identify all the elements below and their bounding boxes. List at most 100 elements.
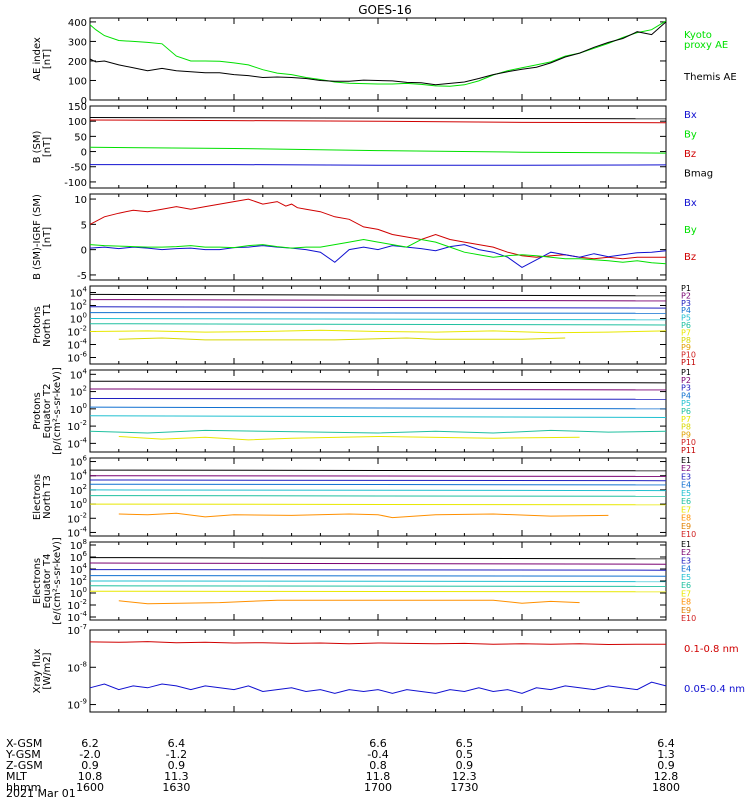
panel-xray: 10-7 10-8 10-9 Xray flux [W/m2] 0.1-0.8 nm 0.0… [32,623,745,713]
legend-entry: E7 [681,589,691,598]
ephemeris-value: 1630 [162,781,190,794]
y-tick-exponent: 0 [83,402,87,410]
legend-entry: E3 [681,472,691,481]
series-e2 [89,562,667,565]
y-tick-label: 100 [70,402,87,416]
series-bmag [89,117,667,120]
ephemeris-value: 6.4 [168,737,186,750]
legend-entry: 0.1-0.8 nm [684,644,739,655]
legend-entry: E8 [681,598,691,607]
y-tick-label: 10-2 [67,511,87,525]
legend-entry: E4 [681,481,691,490]
y-tick-exponent: -6 [80,351,88,359]
ephemeris-value: 0.9 [168,759,186,772]
y-tick-exponent: 2 [83,574,87,582]
y-tick-exponent: -4 [80,610,88,618]
series-e4 [89,575,667,577]
legend-entry: P3 [681,384,691,393]
ephemeris-row-label: hhmm [6,781,41,794]
ephemeris-value: 1600 [76,781,104,794]
legend-entry: E9 [681,522,691,531]
y-tick-exponent: 4 [83,469,88,477]
ephemeris-value: 0.8 [369,759,387,772]
y-tick-label: 50 [74,132,87,143]
y-tick-label: 300 [68,37,87,48]
y-axis-title: Protons [32,392,43,429]
legend-entry: P1 [681,284,691,293]
y-tick-exponent: 4 [83,286,88,294]
y-tick-label: 0 [81,148,87,159]
legend-entry: P2 [681,291,691,300]
legend-entry: P10 [681,438,696,447]
ephemeris-value: -2.0 [79,748,100,761]
legend-entry: P11 [681,358,696,367]
y-tick-label: 10-4 [67,610,87,624]
legend-entry: E4 [681,565,691,574]
series-p3 [89,306,667,309]
series-p2 [89,388,667,391]
legend-entry: E8 [681,514,691,523]
legend-entry: P5 [681,314,691,323]
y-tick-label: 100 [68,117,87,128]
ephemeris-value: 1.3 [657,748,675,761]
y-tick-exponent: -8 [80,660,87,668]
y-tick-label: 10-9 [67,698,87,712]
series-p7 [89,329,667,334]
y-tick-exponent: 4 [83,562,88,570]
panel-bdiff: 10 5 0 -5 B (SM)-IGRF (SM) [nT] Bx By Bz [32,193,697,282]
legend-entry: P4 [681,391,691,400]
y-tick-label: 104 [70,286,88,300]
series-kyoto-proxy-ae [89,20,667,87]
series-p7 [118,435,580,441]
y-axis-title: [nT] [42,227,53,247]
y-axis-title: Electrons [32,474,43,520]
legend-entry: E5 [681,489,691,498]
y-tick-exponent: -7 [80,623,87,631]
panel-frame [89,457,667,537]
y-tick-label: -5 [77,271,87,282]
series-0-1-0-8-nm [89,641,666,646]
series-p5 [89,415,667,418]
ephemeris-value: 1700 [364,781,392,794]
ephemeris-value: 1800 [652,781,680,794]
legend-entry: P3 [681,299,691,308]
y-axis-title: North T3 [42,475,53,519]
y-tick-exponent: -9 [80,698,87,706]
legend-entry: E6 [681,497,691,506]
y-axis-title: Electrons [32,558,43,604]
series-p5 [89,318,667,321]
y-axis-title: Equator T2 [42,384,53,439]
y-tick-label: 10 [74,195,87,206]
legend-entry: P7 [681,328,691,337]
y-tick-exponent: -4 [80,436,88,444]
y-tick-label: 10-4 [67,436,87,450]
legend-entry: E6 [681,581,691,590]
y-axis-title: [W/m2] [42,652,53,689]
y-tick-exponent: 2 [83,299,87,307]
series-e1 [89,469,667,472]
series-p6 [89,323,667,326]
legend-entry: Bz [684,252,696,263]
y-tick-label: 100 [70,497,87,511]
legend-entry: Themis AE [683,72,737,83]
legend-entry: Bx [684,198,697,209]
series-p6 [89,429,667,434]
series-e3 [89,479,667,482]
series-by [89,146,667,154]
y-tick-label: 10-2 [67,325,87,339]
y-tick-exponent: 0 [83,586,87,594]
legend-entry: P10 [681,351,696,360]
series-e7 [89,503,667,506]
y-tick-label: 10-4 [67,338,87,352]
ephemeris-value: 0.9 [81,759,99,772]
legend-entry: P6 [681,407,691,416]
y-tick-label: 0 [81,96,87,107]
legend-entry: P4 [681,306,691,315]
legend-entry: Bmag [684,169,713,180]
legend-entry: P9 [681,430,691,439]
legend-entry: Bz [684,149,696,160]
series-p4 [89,312,667,314]
